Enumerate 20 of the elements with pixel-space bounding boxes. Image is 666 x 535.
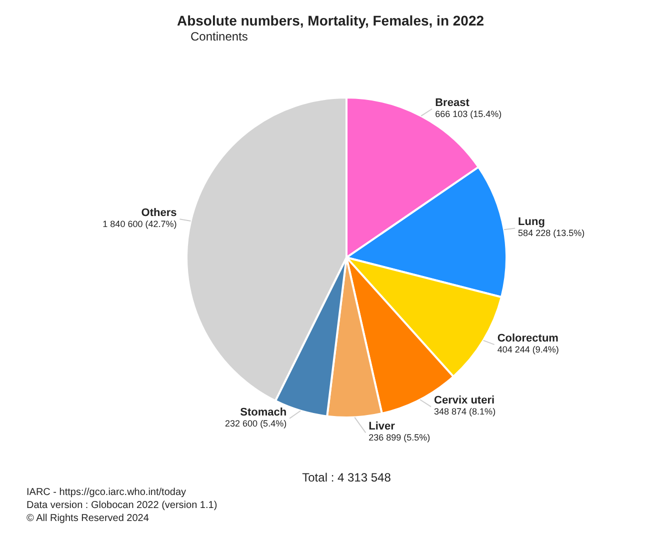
data-label: 236 899 (5.5%)	[368, 432, 430, 443]
data-label: 1 840 600 (42.7%)	[102, 219, 177, 230]
text: © All Rights Reserved 2024	[26, 513, 150, 524]
slice-label: Lung	[518, 216, 545, 228]
slice-label: Breast	[435, 96, 470, 109]
data-label: 404 244 (9.4%)	[497, 344, 559, 355]
slice-label: Stomach	[240, 406, 287, 418]
slice-label: Liver	[368, 420, 396, 433]
chart-subtitle: Continents	[190, 30, 248, 44]
chart-title: Absolute numbers, Mortality, Females, in 2022	[176, 12, 484, 28]
data-label: 348 874 (8.1%)	[434, 406, 496, 417]
text: Data version : Globocan 2022 (version 1.1)	[26, 500, 218, 511]
slice-label: Colorectum	[497, 332, 559, 345]
text: Total : 4 313 548	[302, 470, 392, 484]
slice-label: Others	[141, 207, 177, 220]
text: IARC - https://gco.iarc.who.int/today	[26, 487, 186, 498]
data-label: 232 600 (5.4%)	[225, 418, 287, 428]
data-label: 584 228 (13.5%)	[518, 228, 585, 238]
slice-label: Cervix uteri	[434, 394, 495, 407]
data-label: 666 103 (15.4%)	[435, 108, 502, 119]
